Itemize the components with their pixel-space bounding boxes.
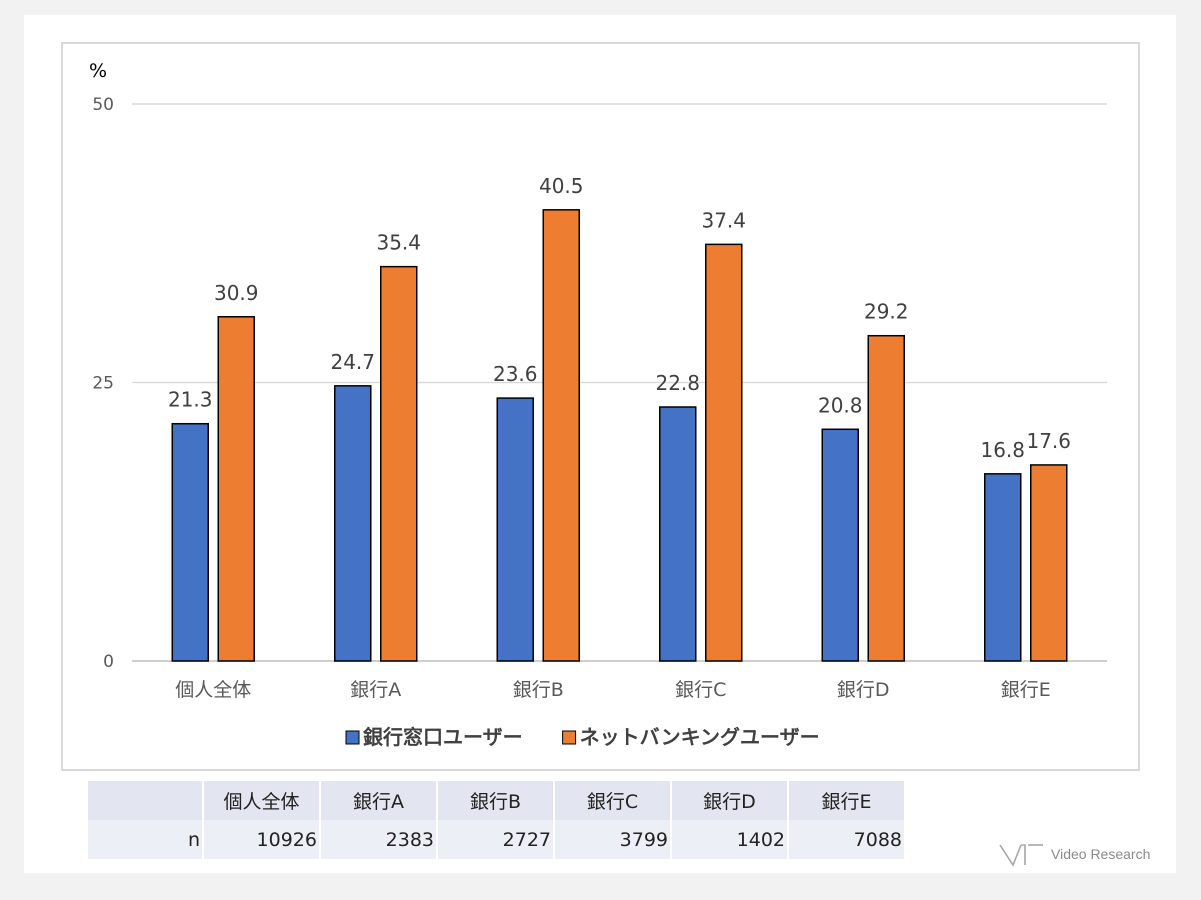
table-row-label: n: [88, 820, 202, 859]
legend-swatch: [562, 730, 577, 745]
y-tick-label: 0: [103, 652, 114, 672]
legend-entry: ネットバンキングユーザー: [580, 725, 820, 749]
bar: [380, 265, 418, 662]
logo-text: Video Research: [1051, 846, 1151, 862]
data-label: 16.8: [980, 438, 1025, 462]
data-label: 24.7: [330, 350, 375, 374]
data-label: 40.5: [539, 174, 584, 198]
chart-panel: % 0 25 50 21.3 30.9 個人全体 24.7 35.4 銀行A 23.6 40.5 銀行B…: [24, 15, 1176, 873]
data-label: 23.6: [493, 362, 538, 386]
table-header-cell: 銀行E: [789, 781, 904, 820]
data-label: 37.4: [701, 208, 746, 232]
table-cell: 2727: [438, 820, 553, 859]
bar: [984, 473, 1022, 662]
bar: [171, 422, 209, 662]
video-research-logo-icon: [999, 844, 1043, 867]
sample-size-table: 個人全体 銀行A 銀行B 銀行C 銀行D 銀行E n 10926 2383 27…: [86, 781, 906, 859]
table-row: n 10926 2383 2727 3799 1402 7088: [88, 820, 904, 859]
video-research-logo: Video Research: [999, 839, 1150, 869]
y-axis-unit-label: %: [89, 60, 107, 82]
data-label: 17.6: [1026, 429, 1071, 453]
bar: [334, 385, 372, 662]
legend-swatch: [345, 730, 360, 745]
table-cell: 2383: [321, 820, 436, 859]
bar: [867, 334, 905, 662]
bar: [1030, 464, 1068, 662]
bar: [217, 316, 255, 662]
table-corner-cell: [88, 781, 202, 820]
x-tick-label: 銀行D: [837, 679, 890, 701]
data-label: 20.8: [818, 393, 863, 417]
table-header-cell: 銀行C: [555, 781, 670, 820]
legend-entry: 銀行窓口ユーザー: [363, 725, 523, 749]
bar: [542, 209, 580, 662]
table-cell: 7088: [789, 820, 904, 859]
table-header-row: 個人全体 銀行A 銀行B 銀行C 銀行D 銀行E: [88, 781, 904, 820]
x-tick-label: 銀行A: [350, 679, 401, 701]
y-tick-label: 50: [92, 95, 114, 115]
table-cell: 3799: [555, 820, 670, 859]
table-cell: 10926: [204, 820, 319, 859]
bar: [821, 428, 859, 662]
x-tick-label: 銀行B: [513, 679, 564, 701]
bar: [659, 406, 697, 662]
table-cell: 1402: [672, 820, 787, 859]
table-header-cell: 銀行A: [321, 781, 436, 820]
data-label: 30.9: [214, 281, 259, 305]
x-tick-label: 個人全体: [175, 679, 251, 701]
x-tick-label: 銀行E: [1001, 679, 1051, 701]
table-header-cell: 銀行D: [672, 781, 787, 820]
table-header-cell: 個人全体: [204, 781, 319, 820]
bar: [705, 243, 743, 662]
x-tick-label: 銀行C: [675, 679, 726, 701]
data-label: 22.8: [655, 371, 700, 395]
data-label: 21.3: [168, 388, 213, 412]
y-tick-label: 25: [92, 374, 114, 394]
data-label: 29.2: [864, 300, 909, 324]
bar-chart: % 0 25 50 21.3 30.9 個人全体 24.7 35.4 銀行A 23.6 40.5 銀行B…: [61, 42, 1140, 771]
data-label: 35.4: [376, 231, 421, 255]
table-header-cell: 銀行B: [438, 781, 553, 820]
bar: [496, 397, 534, 662]
